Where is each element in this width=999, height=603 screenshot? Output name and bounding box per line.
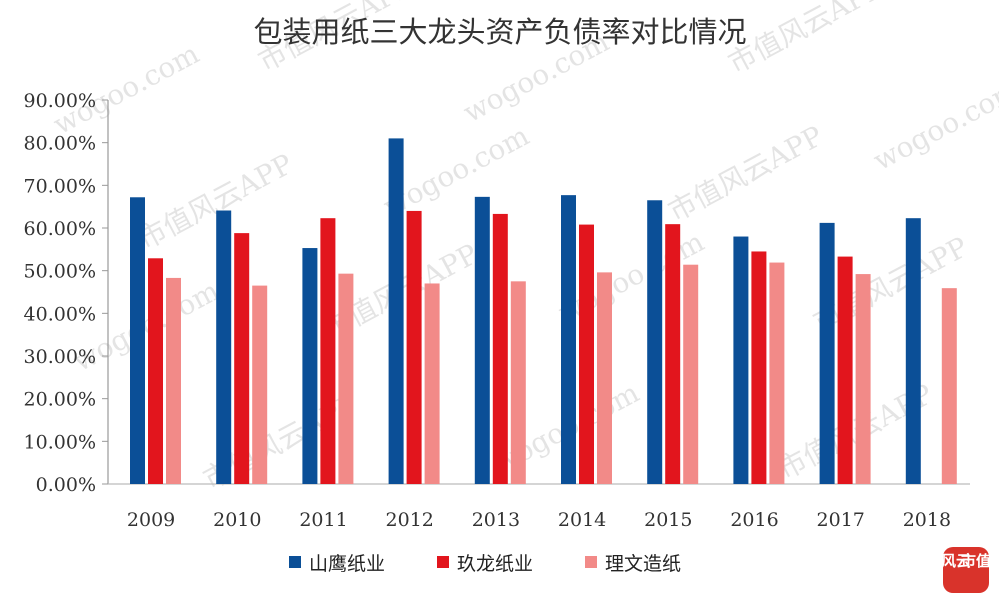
chart-title: 包装用纸三大龙头资产负债率对比情况	[253, 15, 746, 49]
bar-2017-2	[855, 274, 871, 484]
bar-2015-2	[683, 264, 699, 484]
bar-2017-0	[819, 222, 835, 484]
bar-2010-0	[216, 210, 232, 485]
bar-2014-0	[561, 195, 576, 484]
bar-2018-2	[941, 288, 957, 484]
bar-2010-1	[234, 233, 250, 484]
y-tick-label: 30.00%	[24, 346, 96, 368]
y-tick-label: 90.00%	[24, 90, 96, 112]
y-tick-label: 80.00%	[24, 133, 96, 155]
y-tick-label: 0.00%	[36, 474, 96, 496]
bar-2011-2	[338, 273, 354, 484]
bar-2011-1	[320, 218, 336, 485]
legend-swatch-1	[437, 556, 449, 568]
bar-2015-1	[665, 224, 681, 484]
bar-2011-0	[302, 248, 318, 484]
bar-2018-0	[905, 218, 921, 485]
bar-2009-0	[130, 197, 145, 484]
y-tick-label: 40.00%	[24, 303, 96, 325]
legend: 山鹰纸业 玖龙纸业 理文造纸	[289, 553, 681, 575]
bar-2015-0	[647, 200, 663, 484]
bar-2012-1	[406, 210, 422, 484]
plot-area: 0.00% 10.00% 20.00% 30.00% 40.00% 50.00% 60.00…	[24, 90, 970, 531]
bar-2010-2	[252, 285, 268, 484]
bar-2013-1	[492, 213, 508, 485]
bar-2013-2	[510, 281, 526, 484]
bar-2013-0	[474, 196, 490, 484]
x-tick-label: 2011	[299, 509, 347, 531]
x-tick-label: 2017	[817, 509, 865, 531]
watermark-text: 市值风云APP	[133, 147, 299, 256]
y-tick-label: 70.00%	[24, 175, 96, 197]
watermark-text: 市值风云APP	[723, 0, 889, 80]
legend-label-1: 玖龙纸业	[457, 553, 533, 575]
bar-2017-1	[837, 256, 853, 484]
bar-2012-2	[424, 283, 440, 484]
legend-label-2: 理文造纸	[605, 553, 681, 575]
bar-2012-0	[388, 138, 404, 484]
logo-text-right: 市值	[961, 552, 991, 570]
y-tick-label: 20.00%	[24, 389, 96, 411]
legend-swatch-2	[585, 556, 597, 568]
watermark-text: wogoo.com	[868, 73, 999, 177]
bar-2009-1	[148, 258, 163, 484]
x-tick-label: 2016	[730, 509, 778, 531]
bar-2014-2	[597, 272, 612, 484]
y-tick-label: 10.00%	[24, 431, 96, 453]
x-tick-label: 2014	[558, 509, 606, 531]
bar-2016-1	[751, 251, 767, 484]
bar-2016-0	[733, 236, 749, 484]
watermark-text: 市值风云APP	[663, 119, 829, 228]
y-tick-label: 50.00%	[24, 261, 96, 283]
bar-2014-1	[579, 224, 594, 484]
x-tick-label: 2015	[644, 509, 692, 531]
brand-logo: 风云 市值	[941, 547, 991, 593]
x-tick-label: 2010	[213, 509, 261, 531]
x-tick-label: 2009	[127, 509, 175, 531]
legend-swatch-0	[289, 556, 301, 568]
y-tick-label: 60.00%	[24, 218, 96, 240]
x-tick-label: 2012	[386, 509, 434, 531]
logo-text-left: 风云	[941, 552, 971, 570]
logo-badge	[943, 547, 989, 593]
x-tick-label: 2013	[472, 509, 520, 531]
x-tick-label: 2018	[903, 509, 951, 531]
bar-2016-2	[769, 262, 785, 484]
legend-label-0: 山鹰纸业	[309, 553, 385, 575]
bar-2009-2	[166, 277, 181, 484]
